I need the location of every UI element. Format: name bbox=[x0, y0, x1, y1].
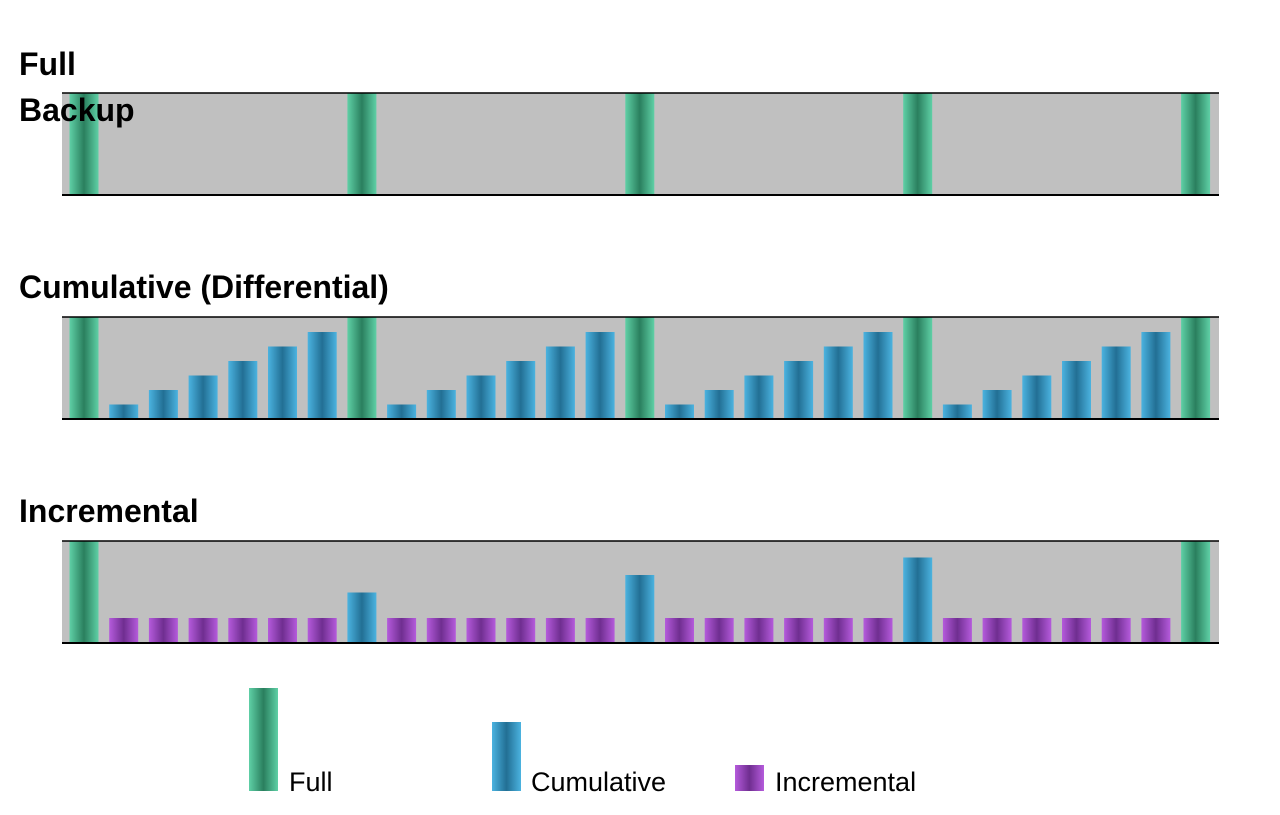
cumulative-bar bbox=[784, 361, 814, 419]
cumulative-bar bbox=[744, 375, 774, 419]
cumulative-bar bbox=[863, 332, 893, 419]
incremental-bar bbox=[545, 618, 575, 643]
full-bar bbox=[625, 317, 655, 419]
cumulative-bar bbox=[1101, 346, 1131, 419]
incremental-bar bbox=[704, 618, 734, 643]
full-bar bbox=[69, 93, 99, 195]
cumulative-bar bbox=[347, 592, 377, 643]
legend-full-label: Full bbox=[289, 767, 333, 797]
incremental-bar bbox=[942, 618, 972, 643]
cumulative-bar bbox=[109, 404, 139, 419]
incremental-bar bbox=[863, 618, 893, 643]
full-bar bbox=[1181, 93, 1211, 195]
cumulative-bar bbox=[1141, 332, 1171, 419]
cumulative-bar bbox=[228, 361, 258, 419]
legend-incremental-label: Incremental bbox=[775, 767, 916, 797]
full-bar bbox=[903, 317, 933, 419]
incremental-bar bbox=[109, 618, 139, 643]
cumulative-title: Cumulative (Differential) bbox=[19, 269, 389, 305]
legend-full-swatch bbox=[249, 688, 278, 791]
full-bar bbox=[903, 93, 933, 195]
full-bar bbox=[69, 541, 99, 643]
cumulative-panel bbox=[62, 316, 1219, 420]
full-bar bbox=[347, 317, 377, 419]
incremental-bar bbox=[228, 618, 258, 643]
incremental-bar bbox=[823, 618, 853, 643]
legend-incremental-swatch bbox=[735, 765, 764, 791]
cumulative-bar bbox=[665, 404, 694, 419]
incremental-bar bbox=[268, 618, 297, 643]
cumulative-bar bbox=[426, 390, 456, 419]
cumulative-bar bbox=[148, 390, 178, 419]
legend-cumulative-swatch bbox=[492, 722, 521, 791]
incremental-bar bbox=[1141, 618, 1171, 643]
incremental-bar bbox=[784, 618, 814, 643]
cumulative-bar bbox=[545, 346, 575, 419]
full-backup-title: Full Backup bbox=[19, 46, 135, 128]
incremental-bar bbox=[387, 618, 417, 643]
incremental-bar bbox=[426, 618, 456, 643]
incremental-bar bbox=[585, 618, 615, 643]
cumulative-bar bbox=[188, 375, 218, 419]
full-bar bbox=[625, 93, 655, 195]
incremental-title: Incremental bbox=[19, 493, 199, 529]
cumulative-bar bbox=[942, 404, 972, 419]
full-bar bbox=[347, 93, 377, 195]
incremental-bar bbox=[466, 618, 496, 643]
cumulative-bar bbox=[625, 575, 655, 643]
legend-cumulative-label: Cumulative bbox=[531, 767, 666, 797]
incremental-bar bbox=[1022, 618, 1052, 643]
cumulative-bar bbox=[1062, 361, 1091, 419]
incremental-bar bbox=[744, 618, 774, 643]
cumulative-bar bbox=[982, 390, 1012, 419]
incremental-bar bbox=[148, 618, 178, 643]
incremental-bar bbox=[982, 618, 1012, 643]
full-bar bbox=[1181, 317, 1211, 419]
cumulative-bar bbox=[387, 404, 417, 419]
incremental-bar bbox=[188, 618, 218, 643]
cumulative-bar bbox=[1022, 375, 1052, 419]
full-backup-panel bbox=[62, 92, 1219, 196]
cumulative-bar bbox=[585, 332, 615, 419]
cumulative-bar bbox=[466, 375, 496, 419]
incremental-bar bbox=[1101, 618, 1131, 643]
incremental-bar bbox=[1062, 618, 1091, 643]
incremental-bar bbox=[506, 618, 536, 643]
cumulative-bar bbox=[268, 346, 297, 419]
full-bar bbox=[69, 317, 99, 419]
legend: Full Cumulative Incremental bbox=[249, 688, 916, 797]
incremental-bar bbox=[665, 618, 694, 643]
cumulative-bar bbox=[704, 390, 734, 419]
cumulative-bar bbox=[903, 557, 933, 643]
incremental-bar bbox=[307, 618, 337, 643]
cumulative-bar bbox=[307, 332, 337, 419]
incremental-panel bbox=[62, 540, 1219, 644]
full-bar bbox=[1181, 541, 1211, 643]
cumulative-bar bbox=[506, 361, 536, 419]
cumulative-bar bbox=[823, 346, 853, 419]
